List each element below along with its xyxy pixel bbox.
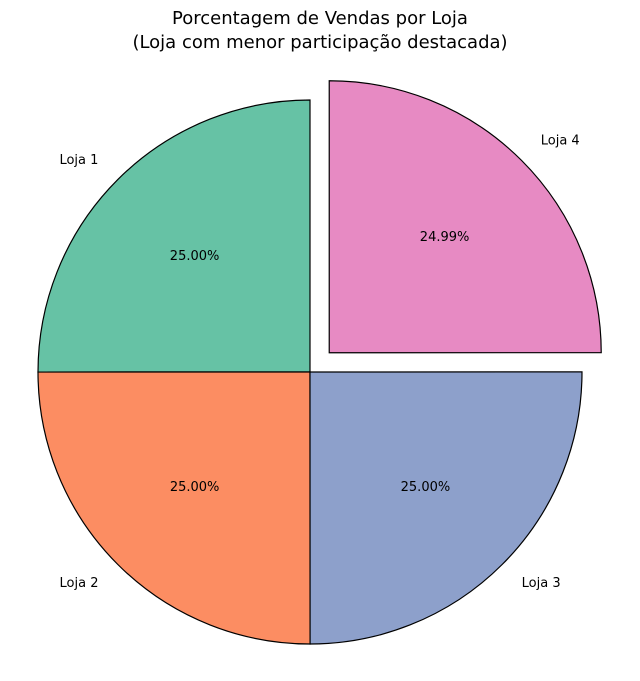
pie-labels: Loja 1 25.00% Loja 2 25.00% Loja 3 25.00% Loja…: [59, 134, 579, 591]
category-label-loja-4: Loja 4: [541, 134, 580, 149]
percent-label-loja-4: 24.99%: [420, 230, 470, 245]
pie-slice-loja-3: [309, 371, 583, 645]
percent-label-loja-3: 25.00%: [401, 480, 451, 495]
pie-slice-loja-2: [37, 371, 311, 645]
category-label-loja-1: Loja 1: [59, 153, 98, 168]
pie-slices: [37, 80, 602, 645]
pie-slice-loja-4: [328, 80, 602, 354]
category-label-loja-2: Loja 2: [60, 576, 99, 591]
chart-title-line-2: (Loja com menor participação destacada): [132, 32, 507, 53]
category-label-loja-3: Loja 3: [522, 576, 561, 591]
percent-label-loja-2: 25.00%: [170, 480, 220, 495]
chart-title-line-1: Porcentagem de Vendas por Loja: [172, 8, 468, 29]
pie-slice-loja-1: [37, 99, 311, 373]
percent-label-loja-1: 25.00%: [170, 249, 220, 264]
